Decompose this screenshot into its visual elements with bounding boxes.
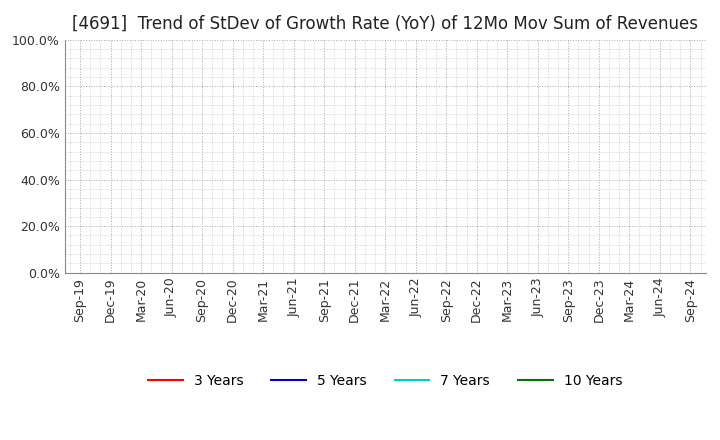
Title: [4691]  Trend of StDev of Growth Rate (YoY) of 12Mo Mov Sum of Revenues: [4691] Trend of StDev of Growth Rate (Yo… xyxy=(72,15,698,33)
Legend: 3 Years, 5 Years, 7 Years, 10 Years: 3 Years, 5 Years, 7 Years, 10 Years xyxy=(143,368,628,393)
